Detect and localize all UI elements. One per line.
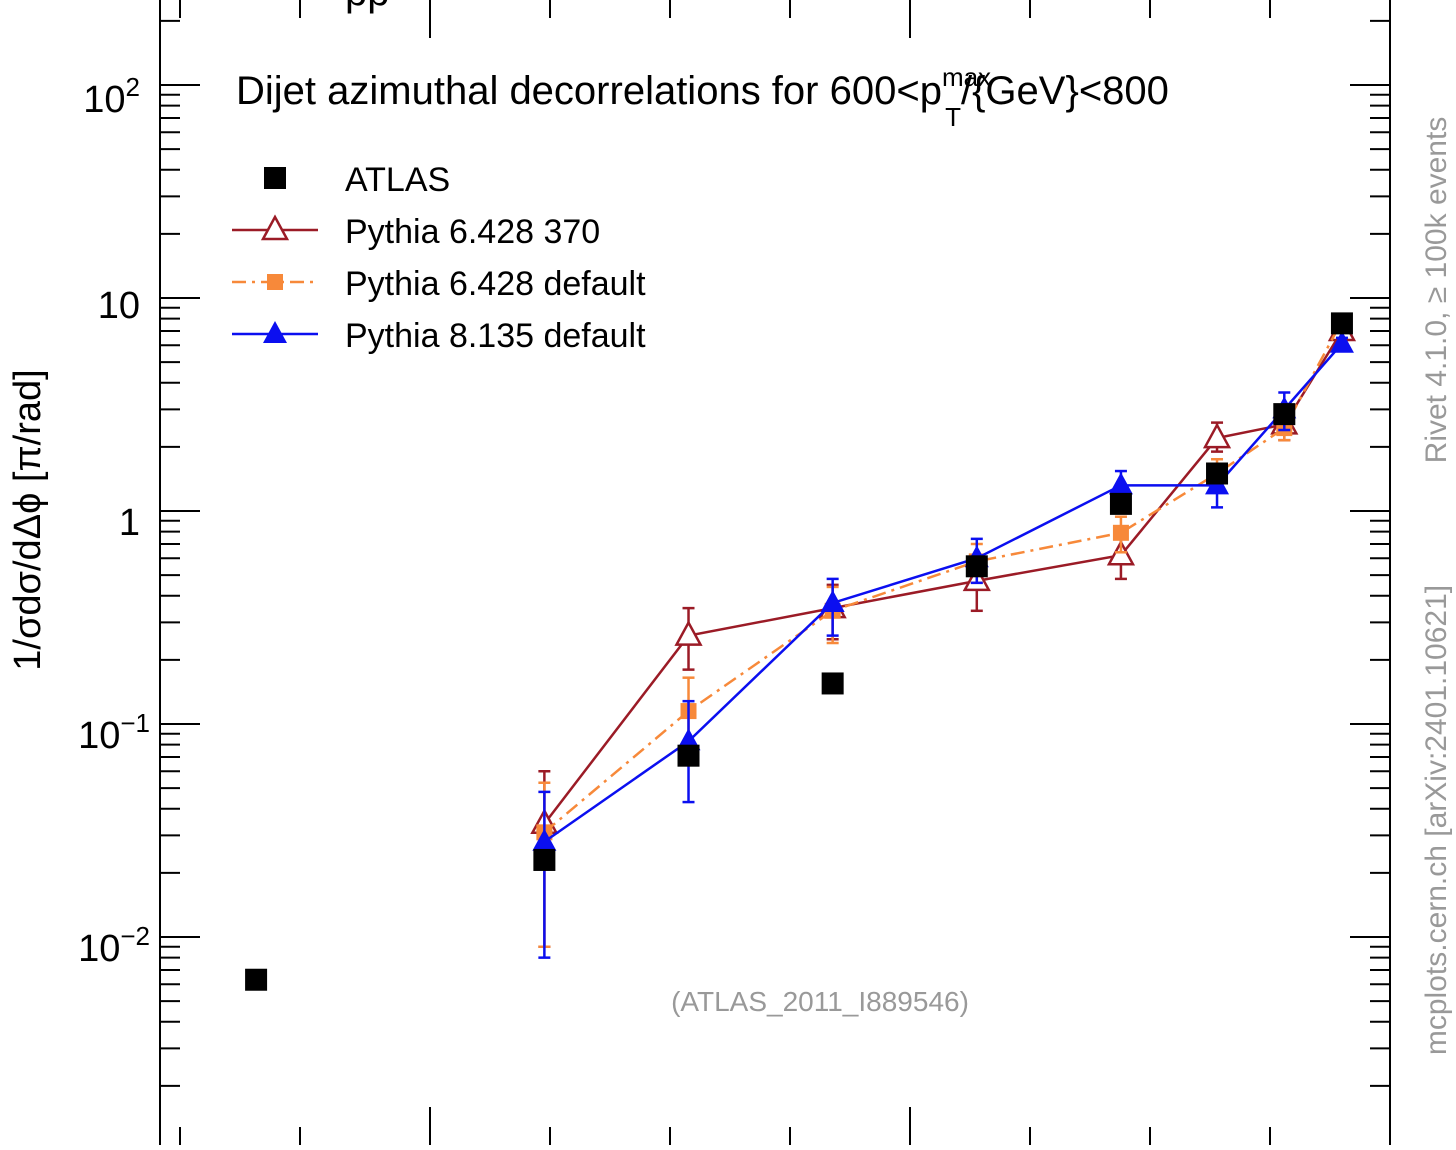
legend-entry: Pythia 6.428 default xyxy=(232,265,646,303)
data-point xyxy=(267,274,283,290)
legend: ATLAS Pythia 6.428 370 Pythia 6.428 defaul… xyxy=(232,161,646,355)
series-line xyxy=(543,342,1343,843)
y-tick-label-e-1: 10−1 xyxy=(78,708,150,757)
legend-label: Pythia 6.428 default xyxy=(345,265,646,303)
chart-title-sub: T xyxy=(945,102,961,132)
series-pythia-6-428-default xyxy=(536,312,1350,948)
legend-label: Pythia 8.135 default xyxy=(345,317,646,355)
chart-title-sup: max xyxy=(942,62,991,92)
top-label-fragment: pp xyxy=(345,0,390,14)
data-point xyxy=(263,321,287,343)
y-tick-label-e1: 10 xyxy=(98,285,140,327)
side-text-bottom: mcplots.cern.ch [arXiv:2401.10621] xyxy=(1420,585,1453,1055)
data-point xyxy=(533,848,556,871)
series-line xyxy=(543,320,1344,834)
chart-title: Dijet azimuthal decorrelations for 600<p… xyxy=(236,62,1169,132)
legend-entry: ATLAS xyxy=(264,161,450,199)
y-axis-label: 1/σdσ/dΔϕ [π/rad] xyxy=(7,369,49,670)
legend-label: Pythia 6.428 370 xyxy=(345,213,600,251)
legend-entry: Pythia 8.135 default xyxy=(232,317,646,355)
plot-frame xyxy=(159,0,1391,1145)
data-point xyxy=(532,828,557,851)
data-point xyxy=(264,167,286,189)
data-point xyxy=(245,968,268,991)
watermark: (ATLAS_2011_I889546) xyxy=(671,986,969,1017)
chart-title-main: Dijet azimuthal decorrelations for 600<p xyxy=(236,69,942,113)
data-point xyxy=(1330,312,1353,335)
y-tick-label-e0: 1 xyxy=(119,502,140,544)
side-text-top: Rivet 4.1.0, ≥ 100k events xyxy=(1420,117,1453,464)
chart-title-tail: /{GeV}<800 xyxy=(961,69,1169,113)
data-point xyxy=(1108,472,1133,495)
data-point xyxy=(677,744,700,767)
series-line xyxy=(543,330,1344,825)
axis-ticks xyxy=(160,0,1391,1145)
legend-entry: Pythia 6.428 370 xyxy=(232,213,600,251)
data-point xyxy=(1109,492,1132,515)
data-point xyxy=(1112,524,1129,541)
data-point xyxy=(1202,422,1232,449)
data-point xyxy=(820,589,845,612)
data-point xyxy=(674,620,703,646)
data-point xyxy=(1273,403,1296,426)
data-point xyxy=(260,214,290,241)
series-layer xyxy=(245,312,1357,991)
y-tick-label-e2: 102 xyxy=(83,72,140,121)
series-atlas xyxy=(245,312,1353,991)
series-pythia-6-428-370 xyxy=(530,315,1357,948)
data-point xyxy=(1329,330,1354,353)
series-pythia-8-135-default xyxy=(532,330,1354,959)
data-point xyxy=(1206,462,1229,485)
data-point xyxy=(965,555,988,578)
y-tick-label-e-2: 10−2 xyxy=(78,921,150,970)
data-point xyxy=(821,672,844,695)
legend-label: ATLAS xyxy=(345,161,450,199)
